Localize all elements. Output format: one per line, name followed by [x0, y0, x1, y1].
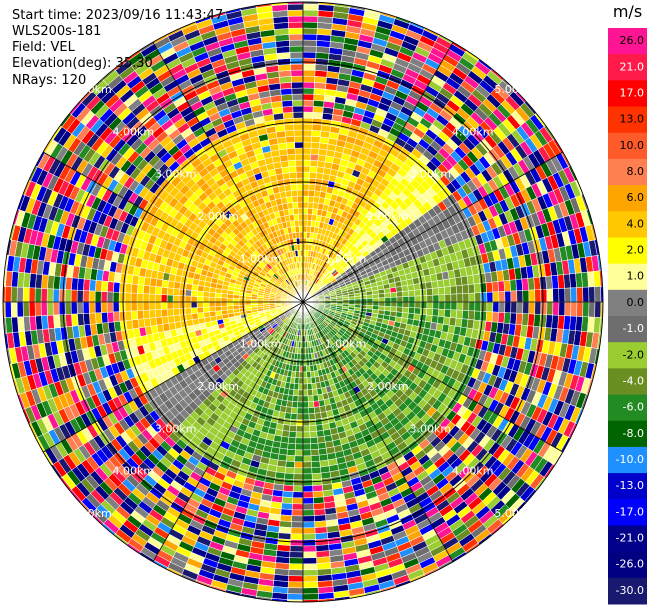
ppi-display: 1.00km 1.00km 1.00km 1.00km 2.00km 2.00km 2.00… — [2, 1, 647, 605]
ppi-plot: 1.00km1.00km1.00km1.00km2.00km2.00km2.00… — [2, 1, 604, 603]
